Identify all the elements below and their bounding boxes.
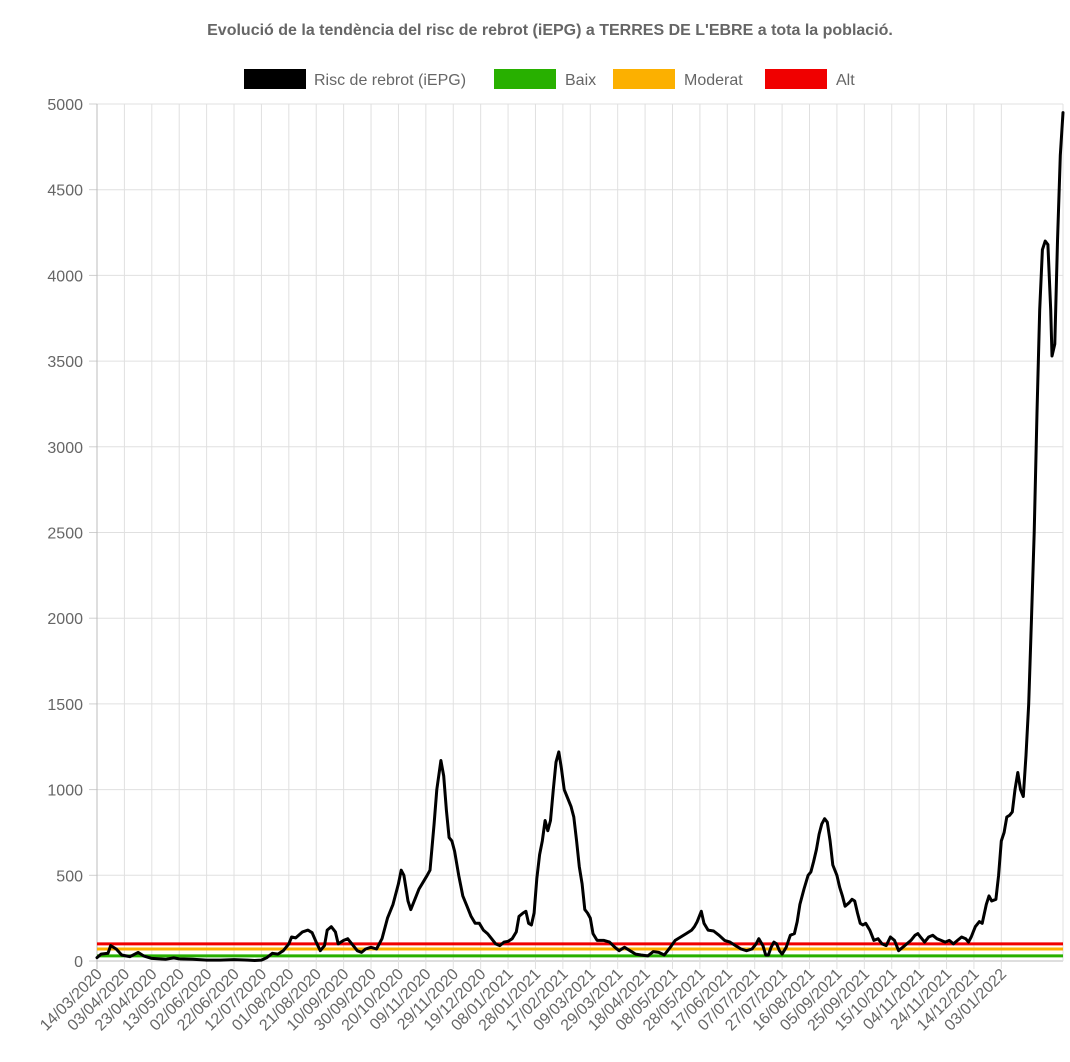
y-tick-label: 5000	[47, 97, 83, 114]
chart-title: Evolució de la tendència del risc de reb…	[207, 22, 893, 39]
y-tick-label: 500	[56, 868, 83, 885]
series-line-iepg	[95, 111, 1065, 962]
y-tick-label: 2000	[47, 611, 83, 628]
y-tick-label: 1000	[47, 783, 83, 800]
plot-area	[95, 111, 1065, 962]
y-tick-label: 1500	[47, 697, 83, 714]
legend-swatch	[613, 69, 675, 89]
legend-label[interactable]: Alt	[836, 72, 855, 89]
legend-swatch	[765, 69, 827, 89]
legend: Risc de rebrot (iEPG) Baix Moderat Alt	[244, 69, 855, 89]
y-tick-label: 2500	[47, 526, 83, 543]
legend-swatch	[244, 69, 306, 89]
y-tick-label: 4500	[47, 183, 83, 200]
legend-label[interactable]: Moderat	[684, 72, 743, 89]
y-tick-label: 3500	[47, 354, 83, 371]
y-tick-label: 4000	[47, 268, 83, 285]
x-axis: 14/03/202003/04/202023/04/202013/05/2020…	[37, 966, 1010, 1035]
legend-swatch	[494, 69, 556, 89]
grid	[89, 103, 1064, 969]
legend-label[interactable]: Baix	[565, 72, 596, 89]
y-tick-label: 3000	[47, 440, 83, 457]
y-axis: 0 500 1000 1500 2000 2500 3000 3500 4000 4500 5000	[47, 97, 83, 971]
legend-label[interactable]: Risc de rebrot (iEPG)	[314, 72, 466, 89]
y-tick-label: 0	[74, 954, 83, 971]
